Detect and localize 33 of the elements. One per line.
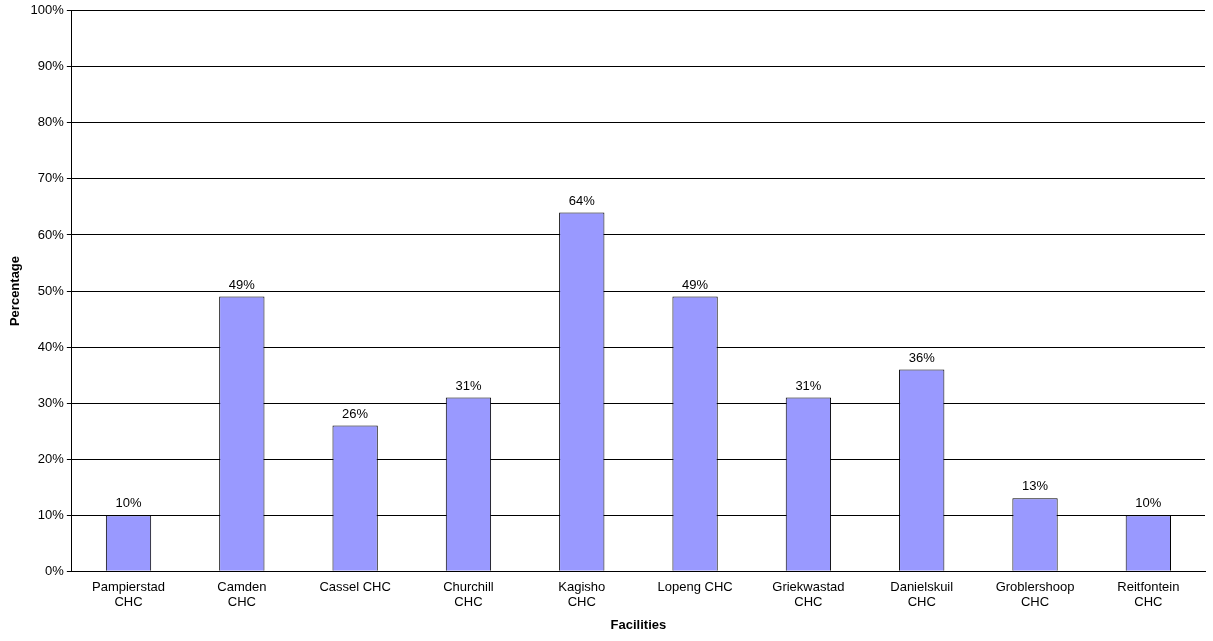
data-label: 31%	[795, 377, 822, 393]
data-label: 64%	[568, 192, 596, 208]
y-tick-label: 50%	[37, 282, 65, 298]
y-tick-label: 30%	[37, 394, 65, 410]
y-tick-label: 60%	[37, 226, 65, 242]
data-label: 31%	[455, 377, 482, 393]
x-tick-label: Reitfontein CHC	[1117, 578, 1180, 610]
data-label: 49%	[682, 276, 709, 292]
x-tick-label: Cassel CHC	[319, 578, 391, 594]
data-label: 10%	[1135, 495, 1162, 511]
x-tick-label: Lopeng CHC	[657, 578, 733, 594]
y-tick-label: 90%	[37, 58, 65, 74]
x-tick-label: Kagisho CHC	[558, 578, 606, 610]
x-axis-title: Facilities	[610, 616, 667, 632]
y-tick-label: 80%	[37, 114, 65, 130]
data-label: 36%	[908, 349, 936, 365]
x-tick-label: Danielskuil CHC	[890, 578, 954, 610]
x-tick-label: Griekwastad CHC	[772, 578, 845, 610]
data-label: 10%	[115, 495, 142, 511]
y-tick-label: 10%	[37, 506, 65, 522]
x-tick-label: Groblershoop CHC	[995, 578, 1075, 610]
data-label: 13%	[1022, 478, 1049, 494]
x-tick-label: Churchill CHC	[443, 578, 494, 610]
x-tick-label: Camden CHC	[217, 578, 267, 610]
y-tick-label: 70%	[37, 170, 65, 186]
y-tick-label: 40%	[37, 338, 65, 354]
data-label: 49%	[228, 276, 256, 292]
y-tick-label: 0%	[45, 562, 65, 578]
y-tick-label: 100%	[30, 2, 65, 18]
data-label: 26%	[342, 405, 369, 421]
y-axis-title: Percentage	[7, 255, 23, 327]
y-tick-label: 20%	[37, 450, 65, 466]
x-tick-label: Pampierstad CHC	[92, 578, 165, 610]
